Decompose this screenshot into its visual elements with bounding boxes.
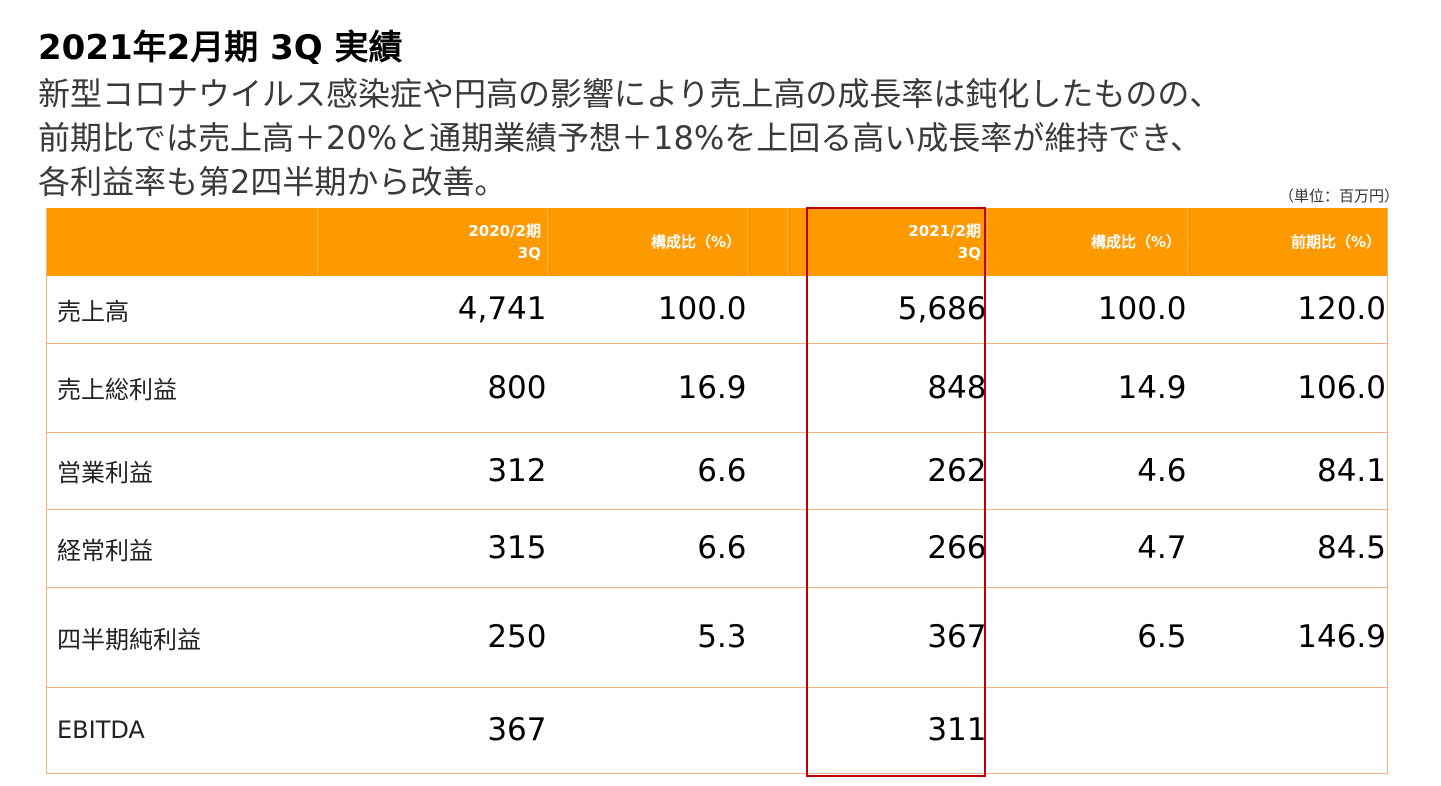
prev-value: 800 [317, 343, 548, 433]
prev-ratio: 100.0 [547, 276, 748, 344]
curr-ratio: 14.9 [987, 343, 1188, 433]
header-prev-period-quarter: 3Q [517, 244, 541, 262]
row-label: 売上総利益 [46, 343, 318, 433]
summary-text: 新型コロナウイルス感染症や円高の影響により売上高の成長率は鈍化したものの、 前期… [38, 72, 1221, 204]
prev-ratio [547, 687, 748, 774]
prev-ratio: 6.6 [547, 509, 748, 588]
header-label-col [46, 208, 318, 276]
table-row: 営業利益 312 6.6 262 4.6 84.1 [46, 432, 1388, 510]
table-row: 売上総利益 800 16.9 848 14.9 106.0 [46, 343, 1388, 433]
summary-line-1: 新型コロナウイルス感染症や円高の影響により売上高の成長率は鈍化したものの、 [38, 75, 1222, 113]
prev-value: 367 [317, 687, 548, 774]
curr-value: 367 [787, 587, 988, 688]
table-header-row: 2020/2期 3Q 構成比（%） 2021/2期 3Q 構成比（%） 前期比（… [46, 208, 1388, 276]
spacer-cell [747, 276, 788, 344]
header-prev-ratio: 構成比（%） [547, 208, 748, 276]
summary-line-3: 各利益率も第2四半期から改善。 [38, 163, 507, 201]
header-curr-ratio: 構成比（%） [987, 208, 1188, 276]
curr-ratio: 4.6 [987, 432, 1188, 510]
spacer-cell [747, 343, 788, 433]
prev-ratio: 16.9 [547, 343, 748, 433]
prev-value: 250 [317, 587, 548, 688]
table-row: 四半期純利益 250 5.3 367 6.5 146.9 [46, 587, 1388, 688]
table-row: 売上高 4,741 100.0 5,686 100.0 120.0 [46, 276, 1388, 344]
table-row: 経常利益 315 6.6 266 4.7 84.5 [46, 509, 1388, 588]
curr-value: 311 [787, 687, 988, 774]
curr-value: 5,686 [787, 276, 988, 344]
curr-ratio: 100.0 [987, 276, 1188, 344]
yoy-value: 84.1 [1187, 432, 1388, 510]
row-label: 四半期純利益 [46, 587, 318, 688]
summary-line-2: 前期比では売上高＋20%と通期業績予想＋18%を上回る高い成長率が維持でき、 [38, 119, 1203, 157]
curr-ratio [987, 687, 1188, 774]
header-prev-period-year: 2020/2期 [468, 222, 541, 240]
spacer-cell [747, 687, 788, 774]
spacer-cell [747, 509, 788, 588]
spacer-cell [747, 432, 788, 510]
results-table: 2020/2期 3Q 構成比（%） 2021/2期 3Q 構成比（%） 前期比（… [46, 208, 1388, 774]
spacer-cell [747, 587, 788, 688]
curr-value: 848 [787, 343, 988, 433]
page-title: 2021年2月期 3Q 実績 [38, 28, 403, 68]
unit-note: （単位：百万円） [1278, 187, 1399, 205]
header-spacer [747, 208, 788, 276]
row-label: 売上高 [46, 276, 318, 344]
header-prev-period: 2020/2期 3Q [317, 208, 548, 276]
yoy-value: 106.0 [1187, 343, 1388, 433]
curr-value: 266 [787, 509, 988, 588]
header-curr-period: 2021/2期 3Q [787, 208, 988, 276]
prev-ratio: 6.6 [547, 432, 748, 510]
row-label: EBITDA [46, 687, 318, 774]
yoy-value: 146.9 [1187, 587, 1388, 688]
table-row: EBITDA 367 311 [46, 687, 1388, 774]
curr-ratio: 6.5 [987, 587, 1188, 688]
yoy-value: 120.0 [1187, 276, 1388, 344]
prev-value: 312 [317, 432, 548, 510]
curr-ratio: 4.7 [987, 509, 1188, 588]
header-yoy: 前期比（%） [1187, 208, 1388, 276]
row-label: 営業利益 [46, 432, 318, 510]
curr-value: 262 [787, 432, 988, 510]
yoy-value [1187, 687, 1388, 774]
row-label: 経常利益 [46, 509, 318, 588]
header-curr-period-year: 2021/2期 [908, 222, 981, 240]
header-curr-period-quarter: 3Q [957, 244, 981, 262]
prev-ratio: 5.3 [547, 587, 748, 688]
yoy-value: 84.5 [1187, 509, 1388, 588]
prev-value: 4,741 [317, 276, 548, 344]
prev-value: 315 [317, 509, 548, 588]
